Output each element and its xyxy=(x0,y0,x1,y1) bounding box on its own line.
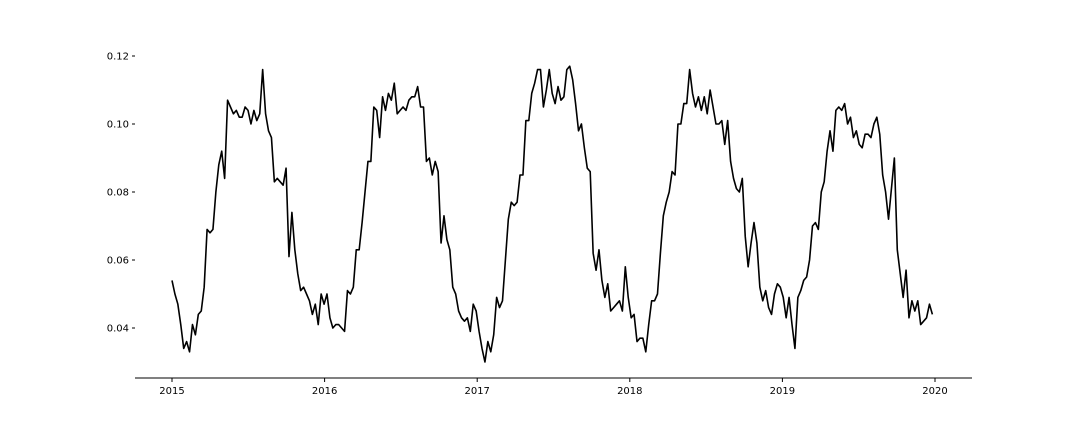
x-tick-label: 2017 xyxy=(464,386,489,397)
x-tick-label: 2019 xyxy=(770,386,795,397)
y-tick-label: 0.04 xyxy=(107,324,129,335)
y-axis: 0.04 0.06 0.08 0.10 0.12 xyxy=(107,52,135,335)
series-layer xyxy=(171,65,934,363)
y-tick-label: 0.06 xyxy=(107,256,129,267)
x-tick-label: 2016 xyxy=(312,386,337,397)
x-tick-label: 2015 xyxy=(159,386,184,397)
y-tick-label: 0.10 xyxy=(107,120,129,131)
x-tick-label: 2020 xyxy=(922,386,947,397)
x-tick-label: 2018 xyxy=(617,386,642,397)
y-tick-label: 0.08 xyxy=(107,188,129,199)
series-line xyxy=(171,65,934,363)
x-axis: 2015 2016 2017 2018 2019 2020 xyxy=(135,377,972,397)
y-tick-label: 0.12 xyxy=(107,52,129,63)
